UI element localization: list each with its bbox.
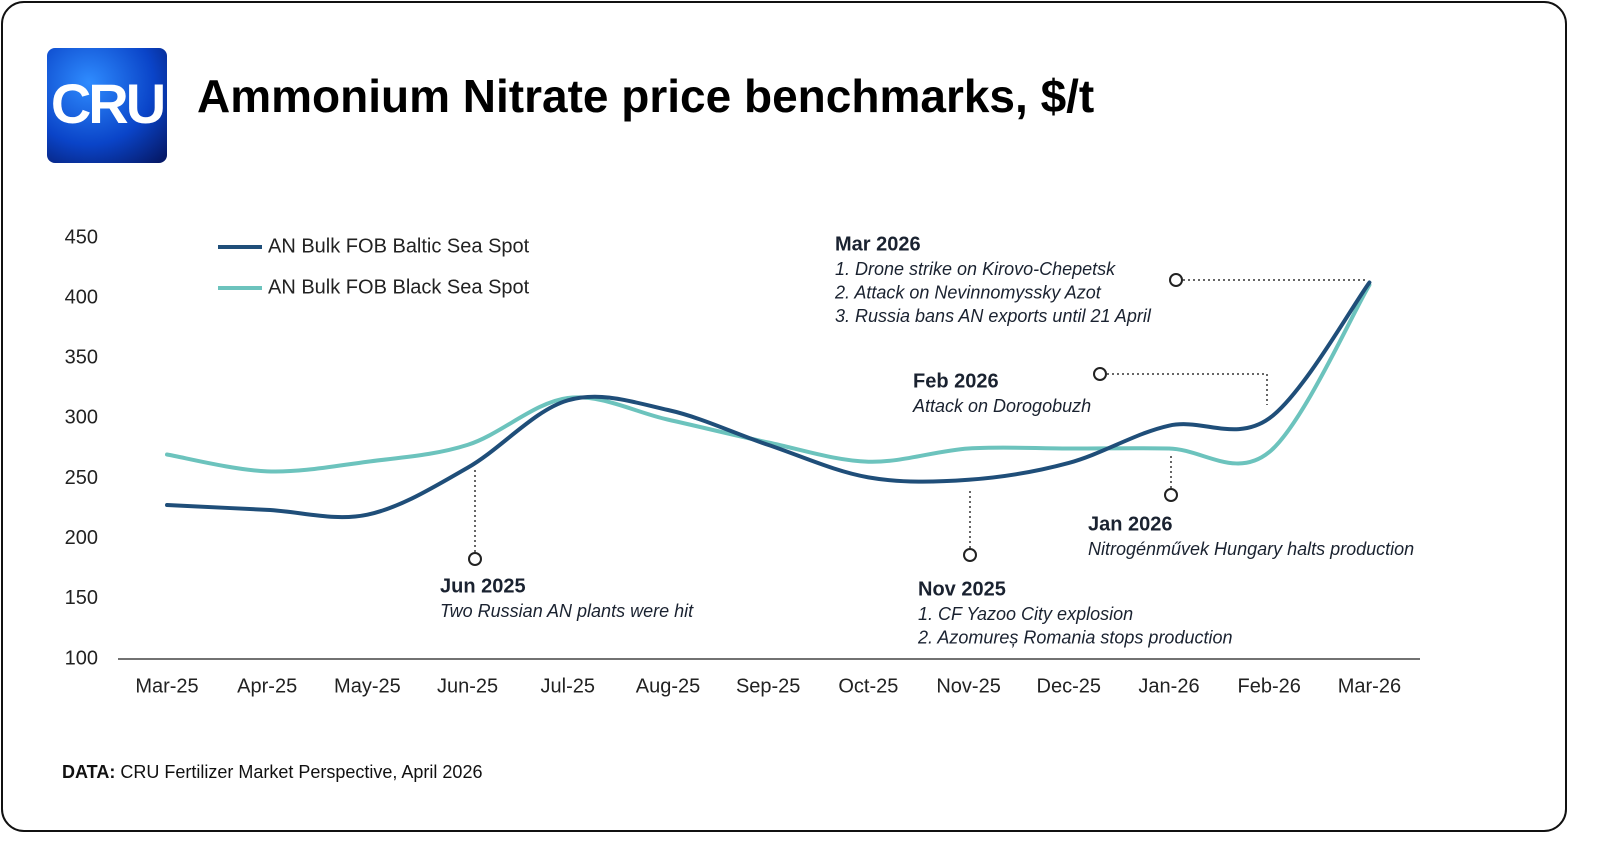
annotation-connector (1107, 373, 1268, 405)
logo (47, 48, 167, 163)
annotation-title: Feb 2026 (913, 370, 999, 392)
x-tick-label: Mar-26 (1338, 675, 1401, 697)
annotation-text: 3. Russia bans AN exports until 21 April (835, 306, 1152, 326)
x-tick-label: Jul-25 (541, 675, 595, 697)
annotation-text: Attack on Dorogobuzh (912, 396, 1091, 416)
card (1, 1, 1567, 832)
series-line (165, 280, 1372, 520)
x-tick-label: Apr-25 (237, 675, 297, 697)
annotation-text: Nitrogénművek Hungary halts production (1088, 539, 1414, 559)
x-tick-label: Jan-26 (1138, 675, 1199, 697)
annotation-marker (963, 548, 977, 562)
annotation-text: 2. Azomureș Romania stops production (917, 627, 1233, 647)
annotation-title: Nov 2025 (918, 578, 1006, 600)
x-tick-label: Aug-25 (636, 675, 701, 697)
annotation-marker (468, 552, 482, 566)
source-text: CRU Fertilizer Market Perspective, April… (120, 762, 482, 782)
x-tick-label: May-25 (334, 675, 401, 697)
x-tick-label: Mar-25 (135, 675, 198, 697)
annotation-marker (1093, 367, 1107, 381)
y-tick-label: 300 (65, 407, 98, 429)
x-tick-label: Dec-25 (1037, 675, 1101, 697)
y-tick-label: 100 (65, 647, 98, 669)
legend-label: AN Bulk FOB Baltic Sea Spot (268, 235, 530, 257)
annotation-text: 1. Drone strike on Kirovo-Chepetsk (835, 259, 1116, 279)
annotation-title: Jan 2026 (1088, 513, 1173, 535)
chart-title: Ammonium Nitrate price benchmarks, $/t (197, 70, 1094, 122)
y-tick-label: 450 (65, 226, 98, 248)
x-tick-label: Feb-26 (1238, 675, 1301, 697)
x-tick-label: Nov-25 (936, 675, 1000, 697)
x-tick-label: Oct-25 (838, 675, 898, 697)
source: DATA: CRU Fertilizer Market Perspective,… (62, 762, 482, 782)
annotation-title: Jun 2025 (440, 575, 526, 597)
annotation-text: Two Russian AN plants were hit (440, 601, 694, 621)
y-tick-label: 350 (65, 347, 98, 369)
annotation-title: Mar 2026 (835, 233, 921, 255)
y-tick-label: 150 (65, 587, 98, 609)
annotation-text: 1. CF Yazoo City explosion (918, 604, 1133, 624)
annotation-marker (1164, 488, 1178, 502)
x-tick-label: Jun-25 (437, 675, 498, 697)
annotation-text: 2. Attack on Nevinnomyssky Azot (834, 282, 1102, 302)
series-line (165, 282, 1372, 474)
y-tick-label: 200 (65, 527, 98, 549)
annotation-marker (1169, 273, 1183, 287)
x-tick-label: Sep-25 (736, 675, 801, 697)
y-tick-label: 400 (65, 286, 98, 308)
logo-text: CRU (51, 72, 164, 135)
legend-label: AN Bulk FOB Black Sea Spot (268, 276, 530, 298)
source-label: DATA: (62, 762, 115, 782)
y-tick-label: 250 (65, 467, 98, 489)
